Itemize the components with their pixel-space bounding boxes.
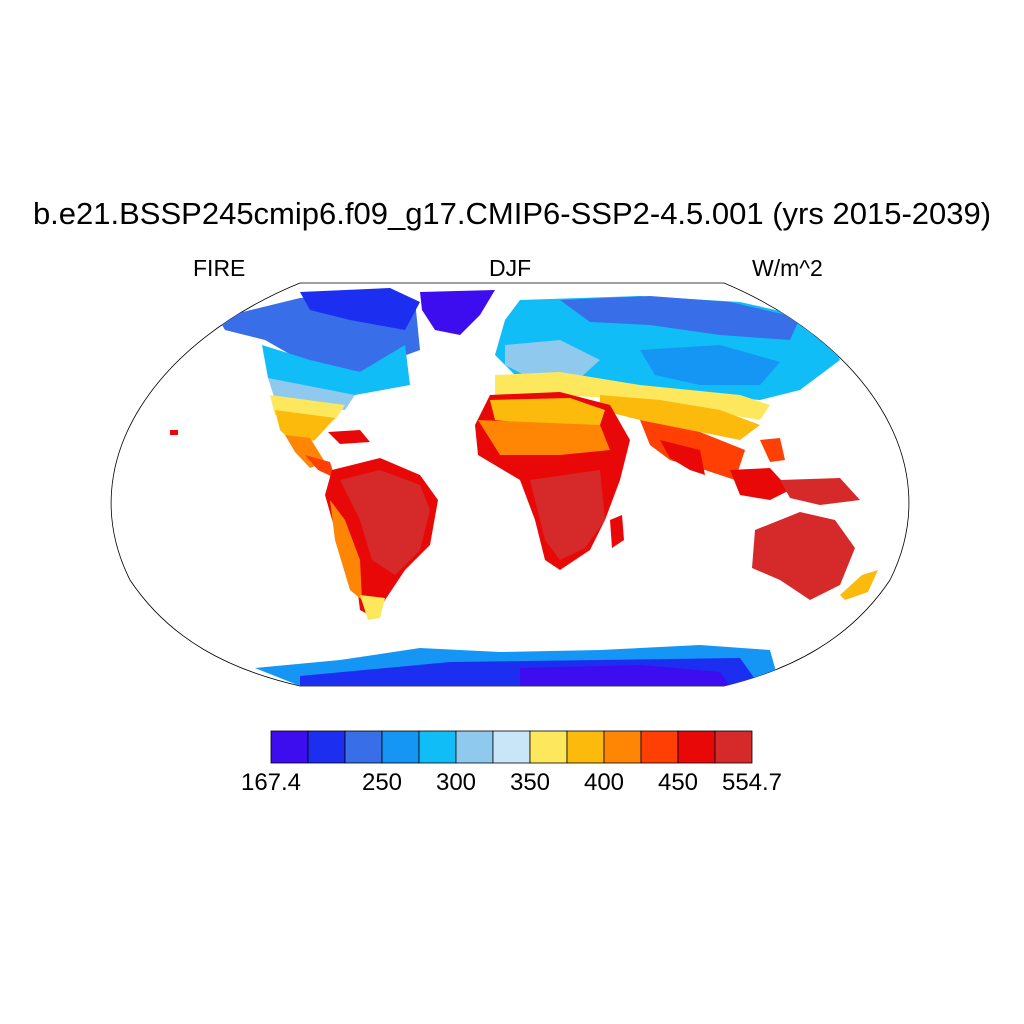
colorbar-swatch: [381, 730, 420, 764]
colorbar-swatch: [714, 730, 753, 764]
landmass-africa: [475, 392, 630, 570]
colorbar-swatch: [677, 730, 716, 764]
landmass-greenland: [420, 290, 495, 335]
landmass-indonesia: [730, 438, 860, 505]
island-hawaii: [170, 430, 178, 435]
landmass-south-america: [325, 458, 438, 620]
colorbar-swatch: [418, 730, 457, 764]
colorbar-tick-label: 167.4: [240, 769, 302, 796]
plot-title: b.e21.BSSP245cmip6.f09_g17.CMIP6-SSP2-4.…: [32, 196, 992, 231]
colorbar-swatch: [566, 730, 605, 764]
landmass-australia: [752, 512, 855, 600]
colorbar-swatch: [640, 730, 679, 764]
colorbar-swatch: [603, 730, 642, 764]
colorbar-swatch: [344, 730, 383, 764]
colorbar-swatch: [307, 730, 346, 764]
colorbar-tick-label: 450: [657, 769, 699, 796]
colorbar-tick-label: 554.7: [721, 769, 783, 796]
landmass-antarctica: [255, 645, 780, 686]
colorbar-swatch: [492, 730, 531, 764]
landmass-new-zealand: [840, 570, 878, 600]
colorbar: [270, 730, 753, 764]
variable-label: FIRE: [193, 255, 246, 281]
colorbar-swatch: [529, 730, 568, 764]
colorbar-tick-label: 250: [361, 769, 403, 796]
colorbar-swatch: [455, 730, 494, 764]
units-label: W/m^2: [752, 255, 823, 281]
landmass-north-america: [218, 288, 420, 478]
colorbar-tick-label: 300: [435, 769, 477, 796]
colorbar-swatch: [270, 730, 309, 764]
season-label: DJF: [489, 255, 532, 281]
colorbar-tick-label: 400: [583, 769, 625, 796]
landmass-eurasia: [495, 296, 840, 480]
colorbar-tick-label: 350: [509, 769, 551, 796]
